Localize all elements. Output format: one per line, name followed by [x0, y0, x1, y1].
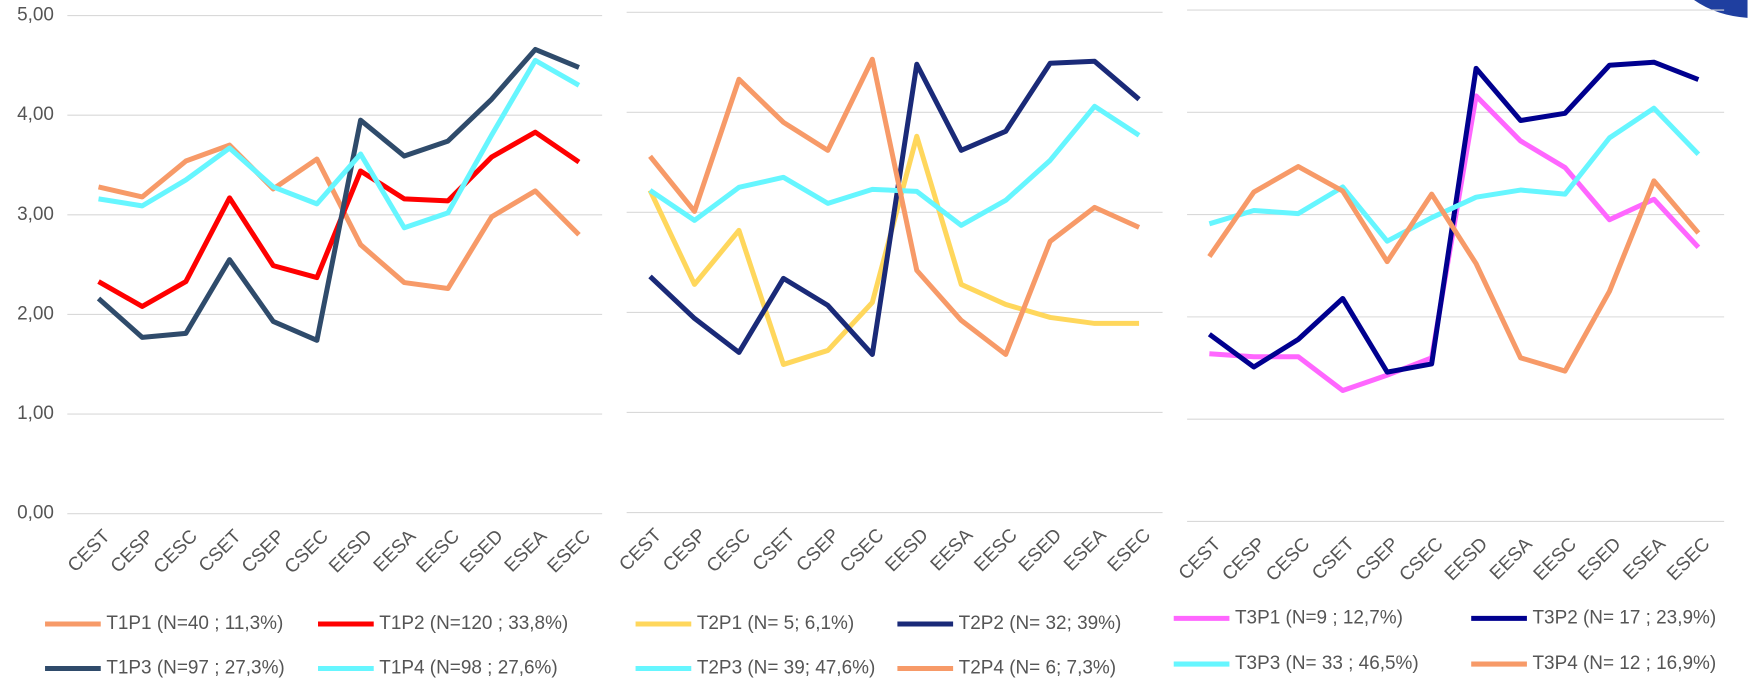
x-tick-label: EESA: [927, 525, 978, 576]
decoration: [1694, 0, 1748, 18]
x-tick-label: CESC: [703, 525, 755, 577]
legend-label: T3P2 (N= 17 ; 23,9%): [1532, 607, 1716, 628]
x-tick-label: CSEP: [238, 526, 289, 577]
y-tick-label: 2,00: [17, 303, 54, 324]
x-tick-label: ESEA: [1619, 533, 1670, 584]
x-tick-label: CSEP: [793, 525, 844, 576]
x-tick-label: ESEC: [1663, 534, 1714, 585]
series-line: [96, 46, 580, 343]
x-tick-label: EESC: [413, 526, 464, 577]
x-tick-label: CSET: [195, 526, 246, 577]
legend-label: T2P3 (N= 39; 47,6%): [697, 658, 875, 679]
x-tick-label: ESED: [1574, 534, 1625, 585]
x-tick-label: CESP: [107, 526, 158, 577]
legend-label: T3P1 (N=9 ; 12,7%): [1235, 607, 1403, 628]
series-line: [648, 103, 1141, 228]
x-tick-label: ESEA: [1060, 525, 1111, 576]
series-line: [1207, 164, 1701, 374]
x-tick-label: CEST: [1175, 533, 1226, 584]
x-tick-label: ESEA: [501, 526, 552, 577]
y-tick-label: 0,00: [17, 503, 54, 524]
legend-label: T1P1 (N=40 ; 11,3%): [106, 613, 283, 634]
x-tick-label: EESD: [881, 525, 932, 576]
y-tick-label: 5,00: [17, 5, 54, 26]
y-tick-label: 1,00: [17, 403, 54, 424]
series-line: [1207, 59, 1700, 375]
x-tick-label: CSEP: [1352, 534, 1403, 585]
legend-label: T2P4 (N= 6; 7,3%): [959, 658, 1116, 679]
x-tick-label: EESA: [1486, 533, 1537, 584]
series-line: [648, 56, 1141, 357]
legend-label: T3P3 (N= 33 ; 46,5%): [1235, 653, 1419, 674]
legend-label: T2P1 (N= 5; 6,1%): [697, 613, 854, 634]
x-tick-label: EESD: [325, 526, 376, 577]
x-tick-label: CESC: [1262, 534, 1314, 586]
x-tick-label: CSEC: [281, 526, 333, 578]
x-tick-label: CSET: [1308, 533, 1359, 584]
y-tick-label: 3,00: [17, 204, 54, 225]
legend-label: T2P2 (N= 32; 39%): [959, 613, 1122, 634]
y-tick-label: 4,00: [17, 104, 54, 125]
legend-label: T1P4 (N=98 ; 27,6%): [379, 658, 557, 679]
x-tick-label: EESC: [970, 525, 1021, 576]
x-tick-label: EESA: [370, 526, 421, 577]
legend-label: T1P2 (N=120 ; 33,8%): [379, 613, 568, 634]
x-tick-label: CESP: [1218, 534, 1269, 585]
x-tick-label: EESD: [1441, 534, 1492, 585]
x-tick-label: CSEC: [836, 525, 888, 577]
series-line: [1208, 105, 1701, 244]
x-tick-label: EESC: [1530, 534, 1581, 585]
series-line: [97, 142, 581, 292]
x-tick-label: ESED: [456, 526, 507, 577]
x-tick-label: CSET: [749, 525, 800, 576]
x-tick-label: ESED: [1015, 525, 1066, 576]
legend-label: T1P3 (N=97 ; 27,3%): [106, 658, 284, 679]
x-tick-label: CESP: [659, 525, 710, 576]
legend-label: T3P4 (N= 12 ; 16,9%): [1532, 653, 1716, 674]
series-line: [648, 58, 1141, 357]
x-tick-label: CESC: [150, 526, 202, 578]
x-tick-label: CEST: [64, 526, 115, 577]
x-tick-label: CEST: [615, 525, 666, 576]
series-line: [98, 57, 581, 231]
x-tick-label: ESEC: [544, 526, 595, 577]
x-tick-label: ESEC: [1104, 525, 1155, 576]
x-tick-label: CSEC: [1396, 534, 1448, 586]
